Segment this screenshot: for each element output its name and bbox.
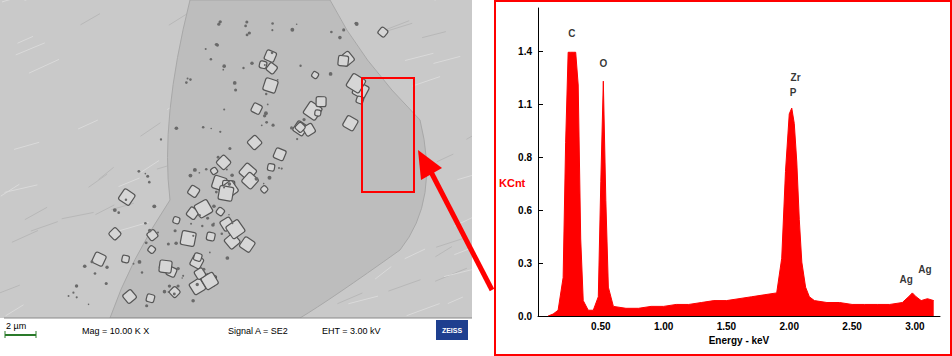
svg-text:0.8: 0.8 bbox=[518, 152, 532, 163]
svg-text:Signal A = SE2: Signal A = SE2 bbox=[228, 326, 288, 336]
svg-text:2 µm: 2 µm bbox=[6, 321, 26, 331]
svg-text:Mag = 10.00 K X: Mag = 10.00 K X bbox=[82, 326, 149, 336]
svg-text:P: P bbox=[790, 87, 797, 98]
svg-text:0.0: 0.0 bbox=[518, 311, 532, 322]
svg-text:0.3: 0.3 bbox=[518, 258, 532, 269]
svg-text:C: C bbox=[568, 28, 575, 39]
svg-text:1.1: 1.1 bbox=[518, 99, 532, 110]
svg-text:Zr: Zr bbox=[791, 72, 801, 83]
svg-text:1.50: 1.50 bbox=[717, 321, 737, 332]
svg-text:Ag: Ag bbox=[899, 274, 912, 285]
svg-text:3.00: 3.00 bbox=[905, 321, 925, 332]
svg-text:2.50: 2.50 bbox=[842, 321, 862, 332]
svg-text:Ag: Ag bbox=[918, 264, 931, 275]
svg-text:O: O bbox=[599, 58, 607, 69]
svg-text:Energy - keV: Energy - keV bbox=[709, 335, 770, 346]
svg-text:KCnt: KCnt bbox=[499, 177, 526, 189]
svg-text:ZEISS: ZEISS bbox=[442, 327, 463, 334]
svg-text:1.4: 1.4 bbox=[518, 46, 532, 57]
svg-text:1.00: 1.00 bbox=[654, 321, 674, 332]
svg-text:2.00: 2.00 bbox=[780, 321, 800, 332]
svg-text:EHT = 3.00 kV: EHT = 3.00 kV bbox=[322, 326, 381, 336]
svg-text:0.50: 0.50 bbox=[591, 321, 611, 332]
svg-text:0.6: 0.6 bbox=[518, 205, 532, 216]
